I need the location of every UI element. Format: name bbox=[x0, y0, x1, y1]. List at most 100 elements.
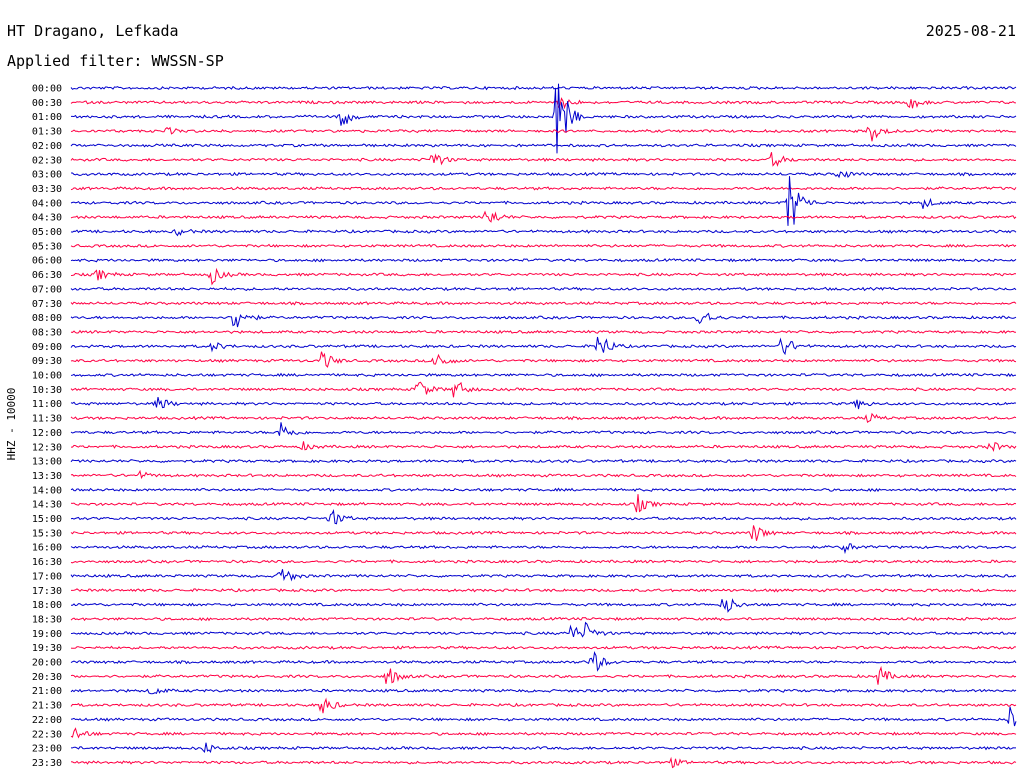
row-label: 20:30 bbox=[32, 672, 62, 683]
row-label: 23:30 bbox=[32, 758, 62, 769]
trace-row bbox=[70, 687, 1017, 695]
row-label: 04:00 bbox=[32, 198, 62, 209]
trace-row bbox=[70, 381, 1017, 398]
trace-row bbox=[70, 543, 1017, 555]
trace-row bbox=[70, 422, 1017, 436]
row-label: 03:00 bbox=[32, 170, 62, 181]
row-label-group: 00:00 00:30 01:00 01:30 02:00 02:30 03:00 03:30… bbox=[32, 84, 62, 769]
row-label: 02:30 bbox=[32, 155, 62, 166]
trace-row bbox=[70, 525, 1017, 541]
trace-row bbox=[71, 598, 1017, 613]
row-label: 15:30 bbox=[32, 528, 62, 539]
trace-row bbox=[70, 336, 1017, 356]
trace-row bbox=[70, 186, 1017, 191]
row-label: 11:00 bbox=[32, 399, 62, 410]
row-label: 07:30 bbox=[32, 299, 62, 310]
trace-row bbox=[70, 458, 1017, 464]
trace-row bbox=[70, 727, 1017, 739]
trace-row bbox=[70, 756, 1017, 769]
trace-row bbox=[70, 645, 1017, 650]
row-label: 16:30 bbox=[32, 557, 62, 568]
trace-row bbox=[70, 329, 1016, 335]
row-label: 22:00 bbox=[32, 715, 62, 726]
row-label: 03:30 bbox=[32, 184, 62, 195]
row-label: 20:00 bbox=[32, 658, 62, 669]
row-label: 11:30 bbox=[32, 414, 62, 425]
filter-label: Applied filter: WWSSN-SP bbox=[7, 52, 224, 70]
trace-row bbox=[71, 587, 1017, 593]
trace-row bbox=[70, 152, 1017, 167]
row-label: 04:30 bbox=[32, 213, 62, 224]
trace-row bbox=[70, 706, 1017, 727]
trace-row bbox=[70, 650, 1017, 672]
row-label: 12:30 bbox=[32, 442, 62, 453]
trace-row bbox=[70, 312, 1017, 328]
trace-row bbox=[70, 301, 1017, 306]
trace-row bbox=[70, 665, 1017, 685]
row-label: 19:30 bbox=[32, 643, 62, 654]
trace-row bbox=[70, 176, 1017, 226]
row-label: 09:30 bbox=[32, 356, 62, 367]
row-label: 10:30 bbox=[32, 385, 62, 396]
trace-row bbox=[70, 616, 1017, 622]
row-label: 13:30 bbox=[32, 471, 62, 482]
trace-row bbox=[70, 85, 1017, 91]
row-label: 13:00 bbox=[32, 457, 62, 468]
trace-row bbox=[71, 441, 1017, 452]
trace-row bbox=[70, 469, 1017, 480]
trace-row bbox=[70, 372, 1016, 378]
trace-row bbox=[71, 83, 1017, 154]
row-label: 09:00 bbox=[32, 342, 62, 353]
date-label: 2025-08-21 bbox=[926, 22, 1016, 40]
row-label: 06:30 bbox=[32, 270, 62, 281]
trace-row bbox=[70, 509, 1017, 525]
trace-row bbox=[70, 697, 1017, 714]
trace-row bbox=[70, 494, 1017, 513]
row-label: 12:00 bbox=[32, 428, 62, 439]
row-label: 05:30 bbox=[32, 241, 62, 252]
row-label: 08:00 bbox=[32, 313, 62, 324]
trace-row bbox=[71, 742, 1016, 754]
trace-row bbox=[70, 487, 1017, 492]
trace-row bbox=[70, 351, 1017, 368]
row-label: 17:00 bbox=[32, 571, 62, 582]
trace-row bbox=[70, 569, 1017, 582]
trace-row bbox=[70, 286, 1017, 292]
row-label: 23:00 bbox=[32, 744, 62, 755]
row-label: 22:30 bbox=[32, 729, 62, 740]
row-label: 18:30 bbox=[32, 614, 62, 625]
trace-group bbox=[70, 83, 1017, 769]
row-label: 14:00 bbox=[32, 485, 62, 496]
row-label: 18:00 bbox=[32, 600, 62, 611]
row-label: 16:00 bbox=[32, 543, 62, 554]
row-label: 01:30 bbox=[32, 127, 62, 138]
trace-row bbox=[70, 258, 1017, 263]
row-label: 01:00 bbox=[32, 112, 62, 123]
trace-row bbox=[70, 97, 1017, 110]
row-label: 17:30 bbox=[32, 586, 62, 597]
trace-row bbox=[70, 559, 1017, 564]
row-label: 15:00 bbox=[32, 514, 62, 525]
row-label: 02:00 bbox=[32, 141, 62, 152]
station-title: HT Dragano, Lefkada bbox=[7, 22, 179, 40]
row-label: 21:30 bbox=[32, 701, 62, 712]
y-axis-label: HHZ - 10000 bbox=[5, 388, 18, 461]
trace-row bbox=[70, 210, 1017, 223]
trace-row bbox=[70, 126, 1017, 142]
row-label: 06:00 bbox=[32, 256, 62, 267]
row-label: 21:00 bbox=[32, 686, 62, 697]
trace-row bbox=[70, 228, 1017, 237]
row-label: 00:30 bbox=[32, 98, 62, 109]
trace-row bbox=[70, 621, 1017, 638]
row-label: 05:00 bbox=[32, 227, 62, 238]
trace-row bbox=[70, 412, 1017, 424]
row-label: 07:00 bbox=[32, 284, 62, 295]
row-label: 19:00 bbox=[32, 629, 62, 640]
row-label: 14:30 bbox=[32, 500, 62, 511]
row-label: 10:00 bbox=[32, 371, 62, 382]
trace-row bbox=[70, 396, 1017, 410]
trace-row bbox=[70, 267, 1017, 286]
row-label: 00:00 bbox=[32, 84, 62, 95]
row-label: 08:30 bbox=[32, 327, 62, 338]
